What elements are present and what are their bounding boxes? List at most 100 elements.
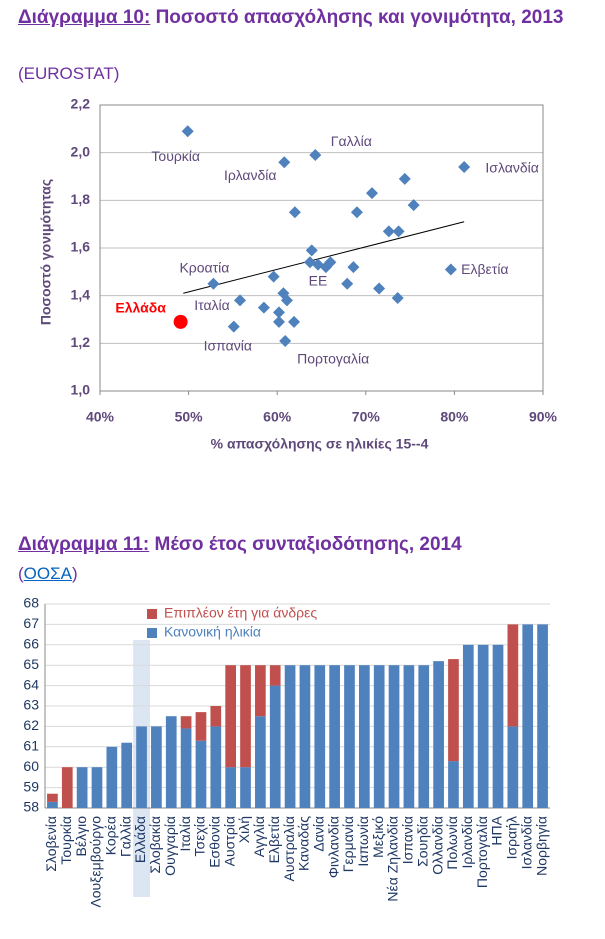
plot-frame [99,104,544,392]
point-label: Ισλανδία [485,160,538,176]
legend-swatch [147,609,157,619]
x-tick-label: Σλοβακία [147,816,163,874]
source: (EUROSTAT) [18,64,120,83]
bar-segment [225,767,237,808]
point-label: Ελβετία [461,261,508,277]
bar-segment [76,767,88,808]
x-tick-label: Ισραήλ [504,816,520,859]
x-tick-label: Δανία [310,816,326,852]
x-tick-label: Αγγλία [251,816,267,857]
y-tick-label: 67 [23,615,39,631]
point [392,225,405,238]
x-tick-label: Ελλάδα [132,816,148,863]
y-tick-label: 2,2 [71,96,91,112]
point [319,261,332,274]
x-tick-label: Κορέα [103,816,119,855]
y-tick-label: 62 [23,717,39,733]
y-tick-label: 2,0 [71,143,91,159]
x-tick-label: Ιρλανδία [459,816,475,868]
source: (ΟΟΣΑ) [18,564,78,584]
bar-segment [255,716,266,808]
point-label: Κροατία [179,259,229,275]
x-tick-label: Βέλγιο [73,816,89,857]
x-tick-label: Αυστραλία [281,816,297,881]
point [391,292,404,305]
y-tick-label: 65 [23,656,39,672]
source-link[interactable]: ΟΟΣΑ [23,564,72,583]
y-tick-label: 64 [23,676,39,692]
x-tick-label: Λουξεμβούργο [88,816,104,908]
point-label: Γαλλία [331,133,372,149]
point [341,277,354,290]
point [407,199,420,212]
x-tick-label: 80% [440,409,469,425]
x-tick-label: 60% [263,409,292,425]
x-tick-label: 90% [529,409,558,425]
point-label: Ιταλία [194,297,230,313]
bar-segment [47,801,58,808]
trendline [183,221,465,294]
y-tick-label: 63 [23,697,39,713]
bar-segment [373,665,385,808]
point-label: Ισπανία [204,337,252,353]
x-tick-label: Νορβηγία [533,816,549,876]
heading-title: Μέσο έτος συνταξιοδότησης, 2014 [154,534,462,555]
point-label: Ελλάδα [115,300,166,316]
source-paren: ( [18,564,24,583]
y-axis-title: Ποσοστό γονιμότητας [38,179,54,325]
point [272,315,285,328]
point-label: Ιρλανδία [224,167,276,183]
bar-segment [314,665,326,808]
x-tick-label: 50% [175,409,204,425]
x-axis-title: % απασχόλησης σε ηλικίες 15--4 [211,436,429,452]
point [278,156,291,169]
point [347,261,360,274]
legend-label: Κανονική ηλικία [164,624,261,640]
bar-segment [136,726,147,808]
bar-segment [255,665,266,717]
x-tick-label: Πολωνία [444,816,460,870]
point [373,282,386,295]
point [288,206,301,219]
point-label: Πορτογαλία [297,351,369,367]
point [173,314,188,329]
y-tick-label: 1,0 [71,382,91,398]
point [207,277,220,290]
bar-segment [492,644,504,808]
bar-segment [522,624,534,808]
y-tick-label: 59 [23,778,39,794]
bar-segment [433,661,444,808]
bar-segment [61,767,73,808]
bar-segment [344,665,355,808]
x-tick-label: 70% [352,409,381,425]
point [279,334,292,347]
x-tick-label: Σουηδία [414,816,430,867]
bar-segment [195,712,207,741]
heading-prefix: Διάγραμμα 11: [18,534,150,555]
y-tick-label: 1,8 [71,191,91,207]
bar-segment [180,716,192,729]
point [227,320,240,333]
bar-segment [195,740,207,808]
heading-title: Ποσοστό απασχόλησης και γονιμότητα, 2013 [155,7,564,28]
point [366,187,379,200]
bar-segment [121,742,133,808]
bar-segment [210,706,222,727]
bar-segment [507,624,519,727]
bar-segment [358,665,370,808]
y-tick-label: 60 [23,758,39,774]
x-tick-label: Εσθονία [207,816,223,868]
bar-segment [180,728,192,808]
bar-segment [477,644,489,808]
point [272,306,285,319]
bar-segment [269,685,281,808]
point [257,301,270,314]
bar-segment [151,726,162,808]
heading-prefix: Διάγραμμα 10: [18,7,151,28]
bar-segment [403,665,415,808]
point [305,244,318,257]
x-tick-label: Μεξικό [370,816,386,858]
point [458,160,471,173]
